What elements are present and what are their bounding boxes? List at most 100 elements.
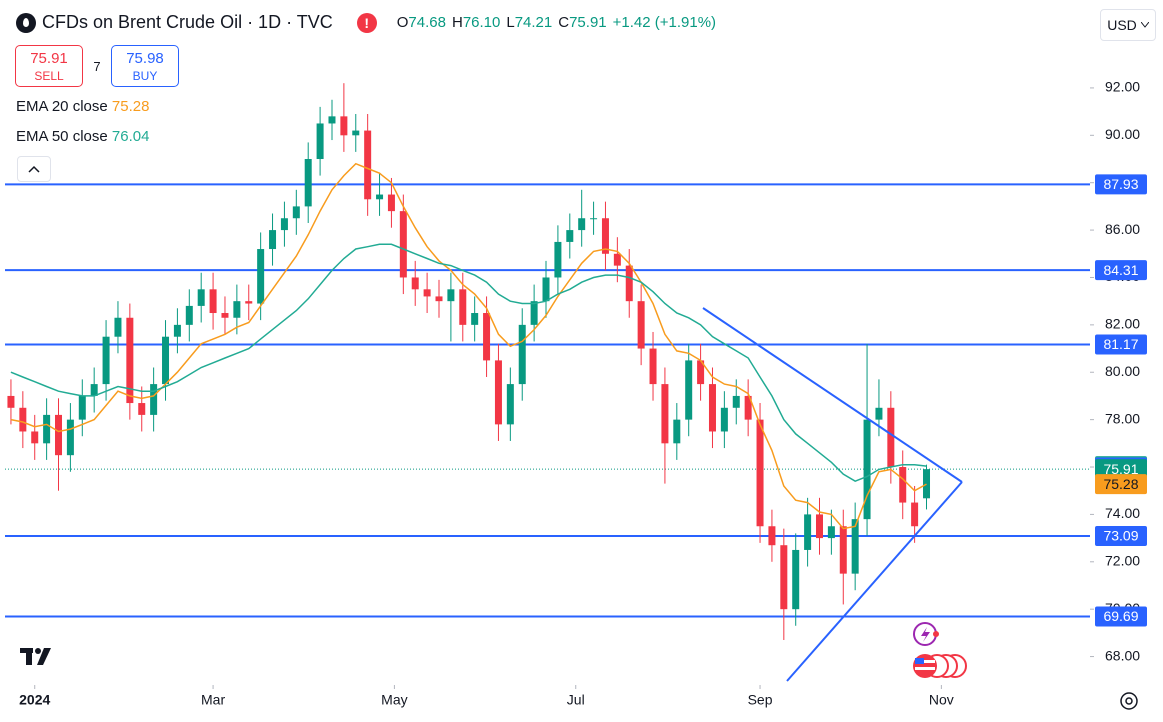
candle-body <box>31 431 39 444</box>
candle-body <box>66 419 74 456</box>
dropdown-icon <box>1140 22 1149 28</box>
candle-body <box>923 469 931 499</box>
ema-line <box>10 162 927 530</box>
symbol-title[interactable]: CFDs on Brent Crude Oil · 1D · TVC <box>42 12 333 32</box>
candle-body <box>625 265 633 302</box>
candle-body <box>43 414 51 444</box>
ema-line <box>10 243 927 483</box>
spread: 7 <box>93 58 101 74</box>
candle-body <box>839 526 847 574</box>
indicator-legend[interactable]: EMA 50 close 76.04 <box>16 128 149 145</box>
market-closed-icon[interactable]: ! <box>356 12 377 33</box>
x-tick-label: 2024 <box>19 692 50 708</box>
level-label: 81.17 <box>1103 336 1138 352</box>
candle-body <box>221 313 229 318</box>
y-tick-label: 90.00 <box>1105 126 1140 142</box>
candle-body <box>483 313 491 361</box>
candle-body <box>661 384 669 444</box>
level-box <box>1095 525 1147 546</box>
ema20-box <box>1095 474 1147 495</box>
ohlc-value: 74.68 <box>408 14 446 31</box>
sell-button[interactable]: 75.91 SELL <box>15 45 83 87</box>
candle-body <box>673 419 681 444</box>
settings-icon[interactable] <box>1120 692 1138 710</box>
x-tick-label: Jul <box>567 692 585 708</box>
buy-button[interactable]: 75.98 BUY <box>111 45 179 87</box>
candle-body <box>756 419 764 527</box>
indicator-name: EMA 20 close <box>16 98 108 115</box>
chevron-icon <box>28 165 40 173</box>
candle-body <box>280 218 288 231</box>
candle-body <box>78 395 86 420</box>
collapse-button[interactable] <box>17 156 51 182</box>
candle-body <box>815 514 823 539</box>
ohlc-value: 74.21 <box>514 14 553 31</box>
candle-body <box>899 467 907 503</box>
event-icons[interactable] <box>913 622 967 678</box>
level-box <box>1095 174 1147 195</box>
candle-body <box>55 414 63 456</box>
level-box <box>1095 606 1147 627</box>
candle-body <box>304 159 312 207</box>
candle-body <box>328 116 336 124</box>
indicator-value: 75.28 <box>111 98 150 115</box>
candle-body <box>578 218 586 231</box>
candle-body <box>114 317 122 337</box>
y-tick-label: 92.00 <box>1105 79 1140 95</box>
candle-body <box>138 403 146 415</box>
x-tick-label: May <box>381 692 407 708</box>
sell-price: 75.91 <box>30 49 68 67</box>
currency: USD <box>1107 17 1137 33</box>
candle-body <box>792 549 800 610</box>
sell-label: SELL <box>34 68 64 83</box>
candle-body <box>875 407 883 420</box>
ohlc-value: 75.91 <box>569 14 607 31</box>
y-tick-label: 74.00 <box>1105 505 1140 521</box>
candle-body <box>7 395 15 408</box>
tv-logo <box>20 648 51 665</box>
candle-body <box>649 348 657 385</box>
header: CFDs on Brent Crude Oil · 1D · TVC ! O74… <box>16 12 716 33</box>
y-tick-label: 80.00 <box>1105 363 1140 379</box>
candle-body <box>851 519 859 574</box>
ohlc-values: O74.68 H76.10 L74.21 C75.91 +1.42 (+1.91%) <box>397 14 716 31</box>
candle-body <box>102 336 110 385</box>
indicator-legend[interactable]: EMA 20 close 75.28 <box>16 98 149 115</box>
candle-body <box>316 123 324 160</box>
level-box <box>1095 334 1147 355</box>
plot <box>5 83 1094 689</box>
x-tick-label: Mar <box>201 692 225 708</box>
x-tick-label: Sep <box>748 692 773 708</box>
candle-body <box>637 301 645 349</box>
currency-select[interactable]: USD <box>1100 9 1156 41</box>
level-label: 69.69 <box>1103 608 1138 624</box>
candle-body <box>245 301 253 304</box>
symbol-logo <box>16 12 36 33</box>
candle-body <box>506 384 514 425</box>
candle-body <box>447 289 455 302</box>
level-box <box>1095 260 1147 281</box>
ohlc-item: C75.91 <box>558 14 606 31</box>
candle-body <box>459 289 467 325</box>
trend-line <box>786 481 963 682</box>
buy-price: 75.98 <box>126 49 164 67</box>
candle-body <box>685 360 693 420</box>
trend-line <box>702 307 963 483</box>
candle-body <box>887 407 895 468</box>
ohlc-item: O74.68 <box>397 14 446 31</box>
candle-body <box>542 277 550 302</box>
candle-body <box>387 194 395 212</box>
candle-body <box>376 194 384 200</box>
last-price-label: 75.91 <box>1103 461 1138 477</box>
indicator-name: EMA 50 close <box>16 128 108 145</box>
level-label: 73.09 <box>1103 528 1138 544</box>
ohlc-item: L74.21 <box>506 14 552 31</box>
candle-body <box>197 289 205 306</box>
candle-body <box>554 241 562 278</box>
candle-body <box>613 253 621 266</box>
ohlc-key: C <box>558 14 570 31</box>
candle-body <box>126 317 134 404</box>
